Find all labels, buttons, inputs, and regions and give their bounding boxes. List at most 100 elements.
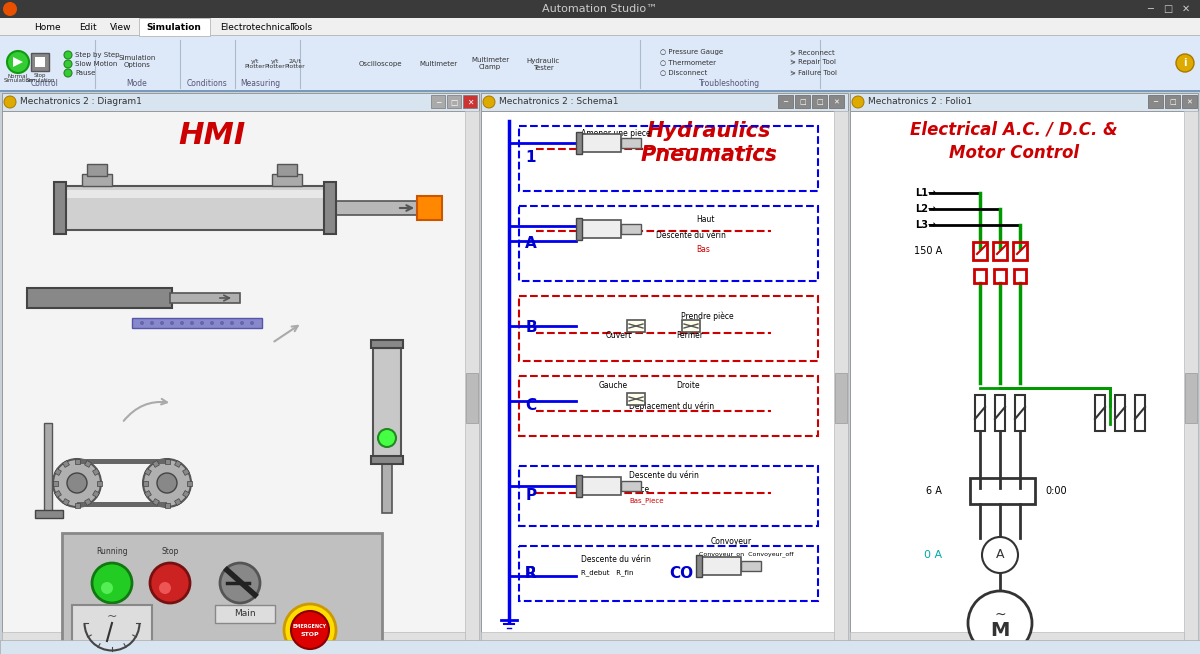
Bar [62, 190, 326, 198]
Circle shape [143, 459, 191, 507]
Circle shape [968, 591, 1032, 654]
Text: Fermer: Fermer [676, 332, 703, 341]
Bar [182, 468, 190, 475]
Text: □: □ [816, 99, 823, 105]
Bar [835, 373, 847, 423]
Bar [418, 196, 442, 220]
Text: Oscilloscope: Oscilloscope [359, 61, 402, 67]
Circle shape [180, 321, 184, 325]
Bar [132, 318, 262, 328]
Circle shape [67, 473, 88, 493]
Bar [1184, 111, 1198, 646]
Circle shape [292, 611, 329, 649]
Bar [1135, 395, 1145, 431]
Text: y/t
Plotter: y/t Plotter [265, 59, 286, 69]
Circle shape [170, 321, 174, 325]
Text: Simulation: Simulation [146, 22, 202, 31]
Text: L1→: L1→ [916, 188, 936, 198]
Bar [170, 293, 240, 303]
Text: Stop: Stop [34, 73, 47, 78]
Bar [77, 502, 167, 507]
Text: ○ Thermometer: ○ Thermometer [660, 59, 716, 65]
Bar [35, 510, 64, 518]
Bar [54, 468, 61, 475]
Bar [576, 218, 582, 240]
Bar [152, 498, 160, 506]
Bar [628, 320, 646, 332]
Text: ✕: ✕ [1187, 99, 1193, 105]
Text: Ouvert: Ouvert [606, 332, 632, 341]
Bar [84, 460, 91, 468]
Text: ✕: ✕ [467, 97, 473, 107]
Text: Home: Home [35, 22, 61, 31]
Text: Automation Studio™: Automation Studio™ [542, 4, 658, 14]
Bar [186, 481, 192, 485]
Bar [272, 174, 302, 186]
Text: B: B [526, 320, 536, 336]
Text: Normal: Normal [8, 73, 28, 78]
Circle shape [2, 2, 17, 16]
Bar [834, 111, 848, 646]
Circle shape [230, 321, 234, 325]
Bar [973, 242, 986, 260]
Circle shape [378, 429, 396, 447]
Circle shape [7, 51, 29, 73]
Text: 0:00: 0:00 [1045, 486, 1067, 496]
Text: Mechatronics 2 : Folio1: Mechatronics 2 : Folio1 [868, 97, 972, 107]
Text: HMI: HMI [179, 122, 246, 150]
Text: Simulation: Simulation [25, 78, 55, 84]
Text: Amener une piece: Amener une piece [581, 128, 650, 137]
Text: ○ Disconnect: ○ Disconnect [660, 69, 707, 75]
Bar [54, 182, 66, 234]
Bar [829, 95, 844, 108]
Bar [0, 0, 1200, 18]
Text: Gauche: Gauche [599, 381, 628, 390]
Bar [850, 632, 1184, 646]
Text: 6 A: 6 A [926, 486, 942, 496]
Text: Descente du vérin: Descente du vérin [629, 472, 698, 481]
Bar [72, 605, 152, 654]
Bar [778, 95, 793, 108]
Text: M: M [990, 621, 1009, 640]
Circle shape [1176, 54, 1194, 72]
Text: Running: Running [96, 547, 128, 555]
Bar [164, 458, 169, 464]
Bar [796, 95, 810, 108]
Text: y/t
Plotter: y/t Plotter [245, 59, 265, 69]
Text: □: □ [799, 99, 806, 105]
Circle shape [4, 96, 16, 108]
Text: Mechatronics 2 : Diagram1: Mechatronics 2 : Diagram1 [20, 97, 142, 107]
Text: Conditions: Conditions [187, 79, 227, 88]
Circle shape [64, 60, 72, 68]
Circle shape [240, 321, 244, 325]
Bar [850, 93, 1198, 111]
Text: Prendre pièce: Prendre pièce [682, 311, 733, 320]
Text: ○ Pressure Gauge: ○ Pressure Gauge [660, 49, 724, 55]
Circle shape [160, 321, 164, 325]
Bar [2, 111, 479, 646]
Bar [371, 340, 403, 348]
Text: Edit: Edit [79, 22, 97, 31]
Bar [520, 376, 818, 436]
Bar [701, 557, 742, 575]
Circle shape [190, 321, 194, 325]
Bar [520, 296, 818, 361]
Text: ~: ~ [107, 610, 118, 623]
Bar [373, 348, 401, 458]
Bar [970, 478, 1034, 504]
Text: L2→: L2→ [916, 204, 936, 214]
Bar [628, 393, 646, 405]
Text: □: □ [1169, 99, 1176, 105]
Bar [481, 632, 834, 646]
Bar [31, 53, 49, 71]
Bar [520, 206, 818, 281]
Text: Multimeter: Multimeter [419, 61, 457, 67]
Text: Simulation: Simulation [4, 78, 32, 84]
Bar [335, 201, 420, 215]
Bar [62, 460, 70, 468]
Circle shape [150, 321, 154, 325]
Circle shape [200, 321, 204, 325]
Bar [431, 95, 445, 108]
Text: ✕: ✕ [1182, 4, 1190, 14]
Text: 2A/t
Plotter: 2A/t Plotter [284, 59, 305, 69]
